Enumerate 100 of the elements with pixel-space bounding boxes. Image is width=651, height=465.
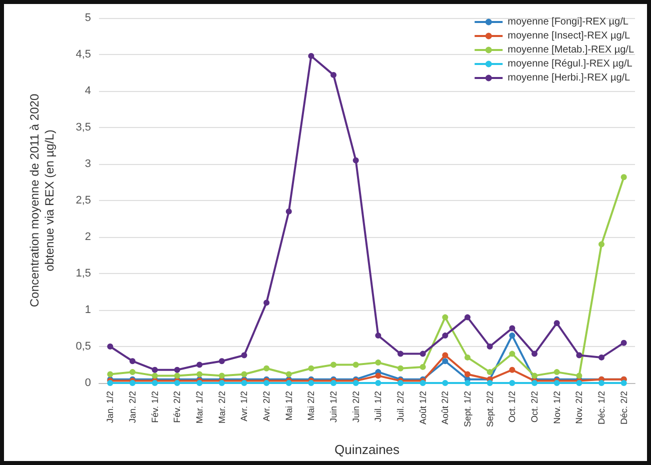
point	[174, 366, 180, 373]
point	[241, 371, 248, 378]
y-tick-label: 2,5	[76, 194, 91, 206]
point	[352, 362, 359, 368]
point	[620, 340, 627, 346]
x-tick-label: Mar. 2/2	[216, 391, 227, 424]
point	[464, 380, 470, 386]
point	[196, 362, 202, 368]
point	[576, 380, 582, 386]
x-tick-label: Oct. 1/2	[507, 391, 518, 423]
point	[486, 369, 493, 376]
point	[509, 325, 516, 332]
x-tick-label: Juin 2/2	[350, 391, 361, 423]
y-axis-title: Concentration moyenne de 2011 à 2020 obtenue via REX (en µg/L)	[28, 94, 56, 308]
point	[598, 380, 604, 386]
y-tick-label: 5	[84, 12, 91, 24]
point	[598, 354, 604, 360]
point	[218, 372, 225, 379]
x-tick-label: Oct. 2/2	[530, 391, 540, 423]
point	[308, 380, 314, 386]
x-tick-label: Fév. 2/2	[172, 391, 182, 423]
point	[352, 157, 359, 164]
point	[532, 372, 538, 379]
point	[620, 380, 627, 386]
point	[576, 372, 582, 379]
point	[218, 358, 225, 364]
point	[532, 350, 538, 357]
legend-label: moyenne [Fongi]-REX µg/L	[508, 16, 629, 28]
point	[107, 344, 114, 350]
point	[398, 380, 404, 386]
point	[442, 358, 448, 364]
point	[420, 380, 426, 386]
point	[554, 380, 560, 386]
point	[174, 380, 180, 386]
point	[442, 314, 448, 320]
point	[152, 372, 158, 379]
legend-label: moyenne [Régul.]-REX µg/L	[508, 58, 633, 70]
point	[442, 380, 448, 386]
point	[486, 380, 493, 386]
y-tick-label: 0,5	[76, 340, 91, 352]
x-tick-label: Août 2/2	[440, 391, 450, 425]
point	[375, 372, 382, 379]
point	[464, 371, 470, 378]
y-tick-label: 4	[84, 85, 91, 97]
point	[196, 371, 202, 378]
y-tick-label: 1,5	[76, 268, 91, 280]
point	[352, 380, 359, 386]
point	[576, 352, 582, 358]
point	[442, 352, 448, 358]
point	[264, 300, 270, 306]
x-tick-label: Déc. 2/2	[618, 391, 629, 425]
point	[398, 350, 404, 357]
x-tick-label: Mai 1/2	[284, 391, 294, 421]
x-tick-label: Fév. 1/2	[150, 391, 160, 423]
point	[554, 369, 560, 376]
point	[308, 365, 314, 372]
point	[420, 350, 426, 357]
x-tick-label: Nov. 1/2	[552, 391, 562, 424]
y-tick-label: 2	[84, 231, 91, 243]
x-tick-label: Avr. 2/2	[262, 391, 272, 422]
point	[286, 208, 292, 214]
point	[264, 365, 270, 372]
point	[330, 362, 336, 368]
point	[174, 372, 180, 379]
point	[375, 360, 382, 366]
point	[196, 380, 202, 386]
point	[486, 344, 493, 350]
point	[598, 241, 604, 248]
x-tick-label: Juin 1/2	[328, 391, 338, 423]
point	[286, 380, 292, 386]
point	[375, 380, 382, 386]
point	[308, 52, 314, 59]
point	[330, 72, 336, 78]
legend-label: moyenne [Herbi.]-REX µg/L	[508, 72, 631, 84]
point	[130, 380, 136, 386]
point	[264, 380, 270, 386]
y-tick-label: 0	[84, 377, 91, 389]
y-tick-label: 4,5	[76, 48, 91, 60]
x-tick-label: Avr. 1/2	[239, 391, 250, 422]
point	[152, 366, 158, 373]
x-tick-label: Août 1/2	[418, 391, 428, 425]
y-tick-label: 1	[84, 304, 91, 316]
point	[375, 332, 382, 339]
legend-label: moyenne [Metab.]-REX µg/L	[508, 44, 634, 56]
point	[130, 369, 136, 376]
point	[398, 365, 404, 372]
point	[152, 380, 158, 386]
x-tick-label: Sept. 2/2	[484, 391, 495, 428]
x-tick-label: Nov. 2/2	[574, 391, 584, 424]
point	[464, 314, 470, 320]
x-axis-title: Quinzaines	[334, 442, 400, 457]
point	[554, 320, 560, 326]
x-tick-label: Sept. 1/2	[462, 391, 472, 428]
point	[107, 371, 114, 378]
point	[509, 380, 516, 386]
x-tick-label: Déc. 1/2	[596, 391, 606, 425]
point	[107, 380, 114, 386]
x-tick-label: Mai 2/2	[306, 391, 316, 421]
point	[130, 358, 136, 364]
x-tick-label: Juil. 1/2	[373, 391, 384, 422]
